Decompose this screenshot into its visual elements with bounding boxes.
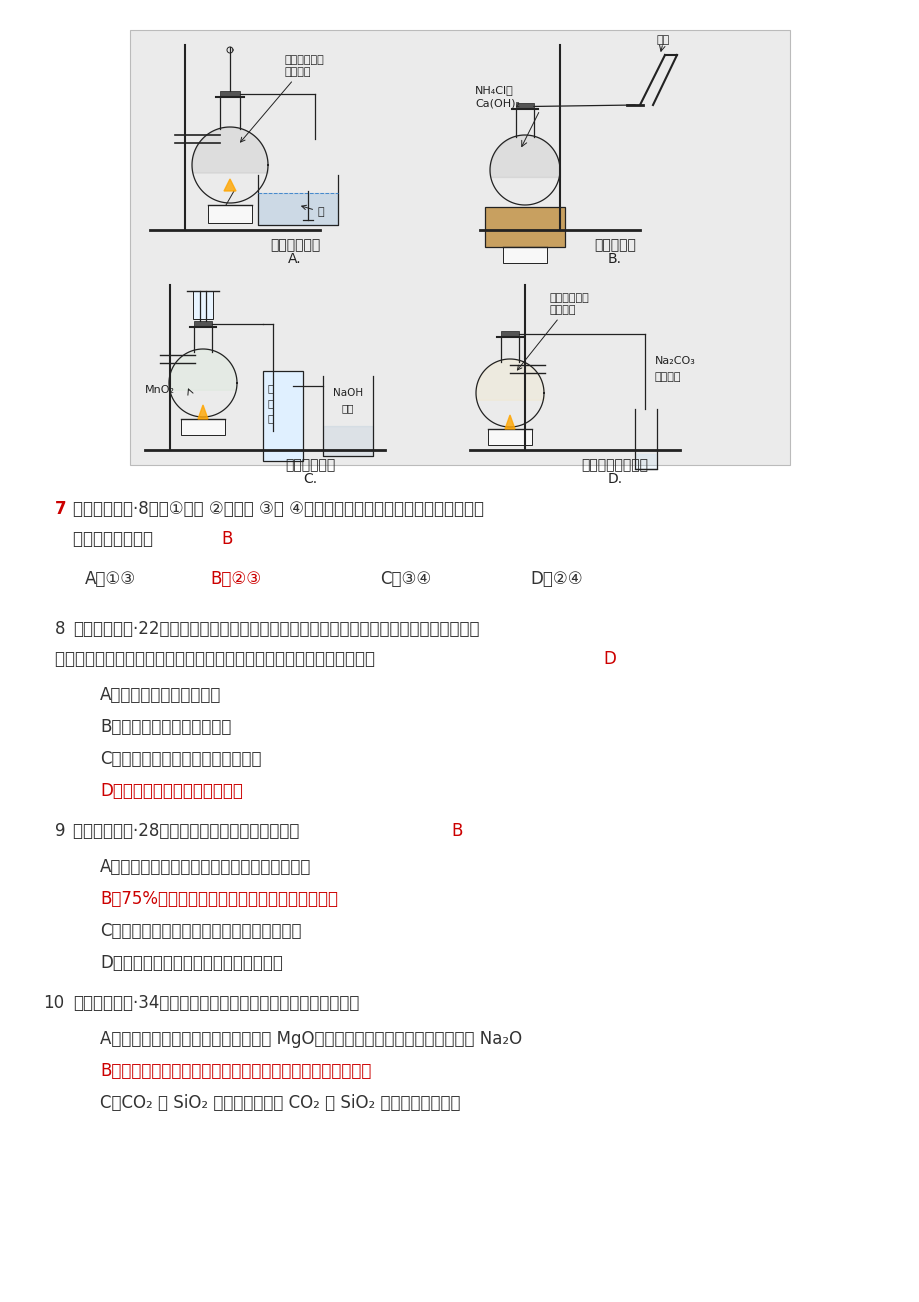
Text: 酸: 酸 — [267, 413, 274, 423]
Text: B．75%（体积分数）的乙醇溶液常用于医疗消毒: B．75%（体积分数）的乙醇溶液常用于医疗消毒 — [100, 891, 337, 907]
Text: 乙醇、冰醋酸
和浓硫酸: 乙醇、冰醋酸 和浓硫酸 — [516, 293, 589, 370]
Bar — [263, 371, 302, 461]
Bar — [193, 292, 213, 319]
Text: Ca(OH)₂: Ca(OH)₂ — [474, 99, 519, 109]
Bar — [503, 247, 547, 263]
Text: MnO₂: MnO₂ — [145, 385, 175, 395]
Text: C.: C. — [302, 473, 317, 486]
Text: 盐: 盐 — [267, 398, 274, 408]
Text: 棉花: 棉花 — [656, 35, 670, 46]
Text: 饱和溶液: 饱和溶液 — [654, 372, 681, 383]
Text: 10: 10 — [43, 993, 64, 1012]
Text: D．②④: D．②④ — [529, 570, 582, 589]
Bar — [208, 204, 252, 223]
Bar — [220, 91, 240, 96]
Bar — [484, 207, 564, 247]
Text: NaOH: NaOH — [333, 388, 363, 398]
Text: 实验室制乙烯: 实验室制乙烯 — [269, 238, 320, 253]
Polygon shape — [505, 415, 515, 428]
Text: C．CO₂ 和 SiO₂ 化学式相似，则 CO₂ 与 SiO₂ 的物理性质也相似: C．CO₂ 和 SiO₂ 化学式相似，则 CO₂ 与 SiO₂ 的物理性质也相似 — [100, 1094, 460, 1112]
Bar — [501, 332, 518, 337]
Polygon shape — [223, 178, 236, 191]
Text: C．③④: C．③④ — [380, 570, 431, 589]
Bar — [181, 419, 225, 435]
Text: D．电鯯废液经中和后直接排放: D．电鯯废液经中和后直接排放 — [100, 783, 243, 799]
Text: 实验室制氨: 实验室制氨 — [594, 238, 635, 253]
Text: ．（宁夏理综·8）在①丙烯 ②氯乙烯 ③苯 ④甲苯四种有机化合物中，分子内所有原子: ．（宁夏理综·8）在①丙烯 ②氯乙烯 ③苯 ④甲苯四种有机化合物中，分子内所有原… — [73, 500, 483, 518]
Text: A．乙醇、乙烷和乙酸都可以与钙反应生成氢气: A．乙醇、乙烷和乙酸都可以与钙反应生成氢气 — [100, 858, 311, 876]
Text: D: D — [602, 650, 615, 668]
Text: A．发电场的煌烟脱硫处理: A．发电场的煌烟脱硫处理 — [100, 686, 221, 704]
Text: 水: 水 — [301, 206, 324, 217]
Text: C．苯和乙烯都可以使渴的四氯化碳溶液褮色: C．苯和乙烯都可以使渴的四氯化碳溶液褮色 — [100, 922, 301, 940]
Text: 溶液: 溶液 — [341, 404, 354, 413]
Text: 均在同一平面的是: 均在同一平面的是 — [73, 530, 158, 548]
Bar — [194, 322, 211, 327]
Text: A.: A. — [288, 253, 301, 266]
Text: B．②③: B．②③ — [210, 570, 261, 589]
Text: A．①③: A．①③ — [85, 570, 136, 589]
Text: ．（广东理基·28）下列关于有机物说法正确的是: ．（广东理基·28）下列关于有机物说法正确的是 — [73, 822, 304, 840]
Text: B: B — [450, 822, 462, 840]
Text: A．镇条在空气中燃烧生成的氧化物是 MgO，则钙在空气中燃烧生成的氧化物是 Na₂O: A．镇条在空气中燃烧生成的氧化物是 MgO，则钙在空气中燃烧生成的氧化物是 Na… — [100, 1030, 522, 1048]
Text: 实验室制乙酸乙酯: 实验室制乙酸乙酯 — [581, 458, 648, 473]
Bar — [130, 30, 789, 465]
Bar — [516, 103, 533, 109]
Text: ．（广东理基·22）保护环境已经成为人类的共识。人类应以可持续发展的方式使用资源，: ．（广东理基·22）保护环境已经成为人类的共识。人类应以可持续发展的方式使用资源… — [73, 620, 479, 638]
Text: 7: 7 — [55, 500, 66, 518]
Text: B.: B. — [607, 253, 621, 266]
Text: 实验室制氯气: 实验室制氯气 — [285, 458, 335, 473]
Text: 浓: 浓 — [267, 383, 274, 393]
Text: C．回收并合理处理聚乙烯塑料废物: C．回收并合理处理聚乙烯塑料废物 — [100, 750, 261, 768]
Text: B．将煌转化为水煌气作燃料: B．将煌转化为水煌气作燃料 — [100, 717, 231, 736]
Text: B．乙烯可使酸性高锡酸销溶液褮色，则丙烯也可以使其褮色: B．乙烯可使酸性高锡酸销溶液褮色，则丙烯也可以使其褮色 — [100, 1062, 371, 1079]
Text: 以合理的方式对废物进行处理并循环使用。下列做法不利于环境保护的是: 以合理的方式对废物进行处理并循环使用。下列做法不利于环境保护的是 — [55, 650, 380, 668]
Text: 8: 8 — [55, 620, 65, 638]
Text: B: B — [221, 530, 233, 548]
Text: 9: 9 — [55, 822, 65, 840]
Text: ．（广东理基·34）根据陈述的知识，类推得出的结论正确的是: ．（广东理基·34）根据陈述的知识，类推得出的结论正确的是 — [73, 993, 359, 1012]
Text: NH₄Cl和: NH₄Cl和 — [474, 85, 513, 95]
Text: 酒精、浓硫酸
和碎瓷片: 酒精、浓硫酸 和碎瓷片 — [240, 56, 324, 142]
Polygon shape — [198, 405, 208, 419]
Bar — [487, 428, 531, 445]
Text: D.: D. — [607, 473, 622, 486]
Text: D．石油分餏可获得乙酸、苯及其衍生物: D．石油分餏可获得乙酸、苯及其衍生物 — [100, 954, 282, 973]
Text: Na₂CO₃: Na₂CO₃ — [654, 357, 695, 366]
